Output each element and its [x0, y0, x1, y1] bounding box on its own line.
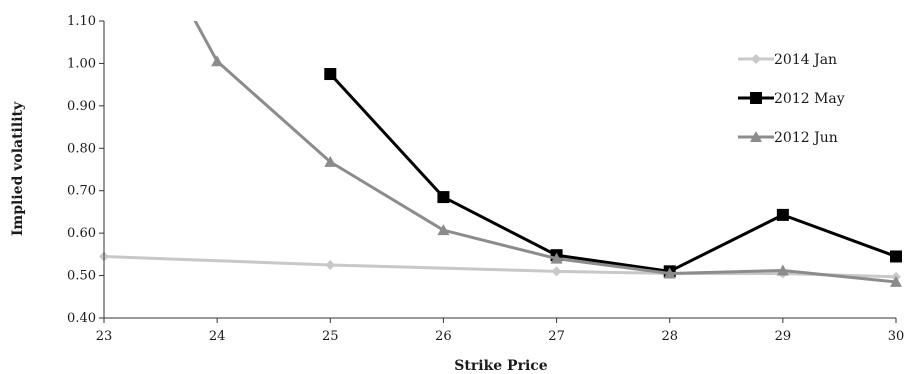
series-line	[329, 73, 897, 273]
y-tick-label: 0.60	[67, 226, 96, 241]
legend-label: 2012 May	[774, 91, 845, 107]
data-point-marker	[776, 208, 789, 221]
y-tick-label: 0.70	[67, 184, 96, 199]
legend: 2014 Jan 2012 May 2012 Jun	[738, 52, 845, 146]
data-point-marker	[890, 250, 902, 263]
data-point-marker	[211, 55, 224, 67]
legend-label: 2014 Jan	[774, 52, 837, 68]
y-tick-label: 0.80	[67, 141, 96, 156]
axes	[103, 21, 896, 319]
y-tick-label: 1.00	[67, 56, 96, 71]
x-tick-label: 24	[209, 329, 226, 344]
series-2014-jan	[99, 251, 901, 282]
legend-swatch-marker	[751, 54, 761, 64]
y-tick-label: 0.90	[67, 99, 96, 114]
y-tick-label: 1.10	[67, 14, 96, 29]
plot-area	[99, 21, 902, 287]
data-point-marker	[437, 191, 450, 204]
data-point-marker	[437, 224, 450, 236]
legend-item: 2012 Jun	[738, 130, 838, 146]
data-point-marker	[663, 267, 676, 279]
y-tick-label: 0.40	[67, 311, 96, 326]
data-point-marker	[550, 252, 563, 264]
data-point-marker	[776, 264, 789, 276]
x-tick-label: 27	[548, 329, 565, 344]
data-point-marker	[324, 155, 337, 167]
series-2012-jun	[193, 21, 902, 287]
legend-swatch-marker	[750, 131, 762, 142]
x-tick-label: 30	[888, 329, 905, 344]
y-axis-ticks: 0.40 0.50 0.60 0.70 0.80 0.90 1.00 1.10	[67, 14, 104, 326]
data-point-marker	[890, 275, 902, 287]
x-tick-label: 29	[775, 329, 792, 344]
series-line	[193, 21, 897, 284]
data-point-marker	[325, 259, 336, 270]
y-tick-label: 0.50	[67, 269, 96, 284]
legend-label: 2012 Jun	[774, 130, 838, 146]
series-2012-may	[324, 68, 902, 278]
data-point-marker	[551, 266, 562, 277]
x-tick-label: 26	[435, 329, 452, 344]
x-axis-title: Strike Price	[454, 358, 547, 374]
x-tick-label: 28	[661, 329, 678, 344]
x-tick-label: 23	[96, 329, 113, 344]
x-axis-ticks: 23 24 25 26 27 28 29 30	[96, 318, 905, 344]
x-tick-label: 25	[322, 329, 339, 344]
y-axis-title: Implied volatility	[10, 101, 26, 236]
legend-item: 2014 Jan	[738, 52, 837, 68]
legend-swatch-marker	[750, 92, 762, 104]
data-point-marker	[324, 68, 337, 81]
legend-item: 2012 May	[738, 91, 845, 107]
series-line	[103, 254, 897, 279]
